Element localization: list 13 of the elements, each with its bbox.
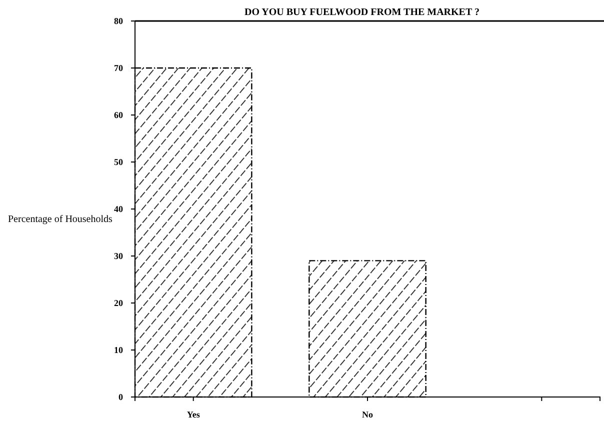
chart-title: DO YOU BUY FUELWOOD FROM THE MARKET ? [244, 7, 480, 18]
y-tick-label: 70 [114, 62, 124, 73]
y-tick-label: 40 [114, 204, 124, 214]
y-axis-title: Percentage of Households [8, 214, 113, 225]
y-tick-label: 50 [114, 156, 124, 167]
y-tick-label: 20 [114, 298, 124, 308]
x-tick-label: Yes [186, 409, 200, 420]
y-tick-label: 30 [114, 250, 124, 261]
x-tick-label: No [362, 409, 374, 420]
y-tick-label: 0 [118, 392, 124, 402]
y-tick-label: 10 [114, 344, 124, 355]
y-tick-label: 80 [114, 16, 124, 26]
y-tick-label: 60 [114, 110, 124, 120]
